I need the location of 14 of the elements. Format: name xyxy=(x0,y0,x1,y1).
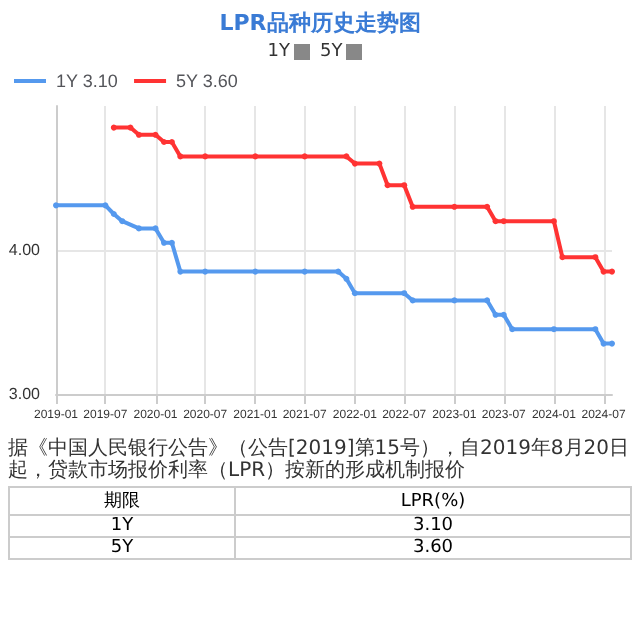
text: 期限 xyxy=(9,487,236,515)
y-tick-label: 4.00 xyxy=(8,241,42,259)
text: 5Y xyxy=(9,537,236,559)
chart-title: LPR品种历史走势图 xyxy=(217,8,423,38)
legend-label: 5Y 3.60 xyxy=(176,71,238,91)
text: LPR(%) xyxy=(235,487,631,515)
text: 据《中国人民银行公告》（公告[2019]第15号），自2019年8月20日起，贷款市场报价利率（LPR）按新的形成机制报价 xyxy=(6,438,632,482)
y-tick-label: 3.00 xyxy=(8,385,42,403)
text: 1Y xyxy=(9,515,236,537)
legend-label: 1Y 3.10 xyxy=(56,71,118,91)
text: 5Y xyxy=(320,42,343,62)
text: 1Y xyxy=(267,42,290,62)
text: 3.10 xyxy=(235,515,631,537)
text: 3.60 xyxy=(235,537,631,559)
